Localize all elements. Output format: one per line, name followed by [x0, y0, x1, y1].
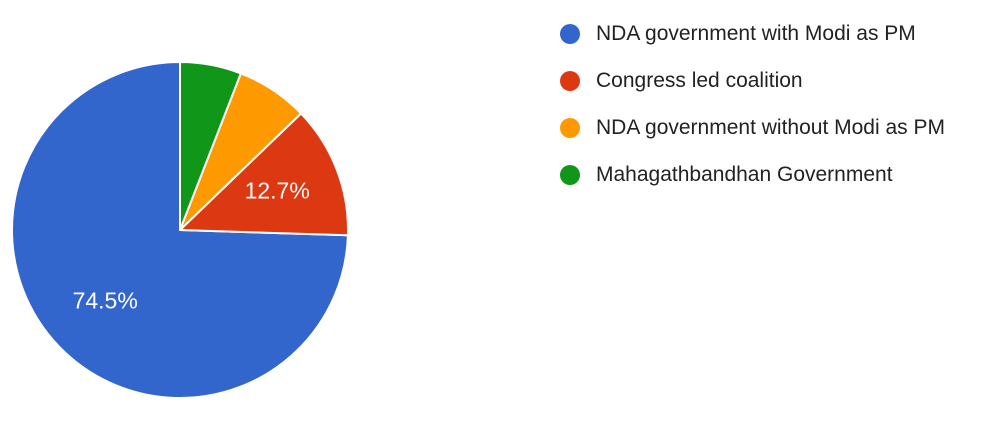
pie-slice-1-value-label: 74.5% — [73, 288, 138, 314]
legend-item-3: NDA government without Modi as PM — [560, 104, 945, 151]
pie-slice-2 — [179, 112, 349, 237]
legend-item-2: Congress led coalition — [560, 57, 945, 104]
pie-slices — [11, 61, 349, 399]
legend-swatch-icon — [560, 117, 580, 138]
legend-swatch-icon — [560, 70, 580, 91]
chart-legend: NDA government with Modi as PM Congress l… — [560, 10, 945, 198]
pie-slice-1 — [11, 61, 349, 399]
pie-slice-2-value-label: 12.7% — [245, 178, 310, 204]
pie-slice-4 — [179, 61, 242, 231]
legend-swatch-icon — [560, 23, 580, 44]
legend-label: Congress led coalition — [596, 68, 803, 92]
pie-slice-labels: 74.5% 12.7% — [73, 178, 310, 314]
legend-item-1: NDA government with Modi as PM — [560, 10, 945, 57]
legend-label: Mahagathbandhan Government — [596, 162, 893, 186]
legend-item-4: Mahagathbandhan Government — [560, 151, 945, 198]
legend-label: NDA government without Modi as PM — [596, 115, 945, 139]
legend-swatch-icon — [560, 164, 580, 185]
legend-label: NDA government with Modi as PM — [596, 21, 916, 45]
